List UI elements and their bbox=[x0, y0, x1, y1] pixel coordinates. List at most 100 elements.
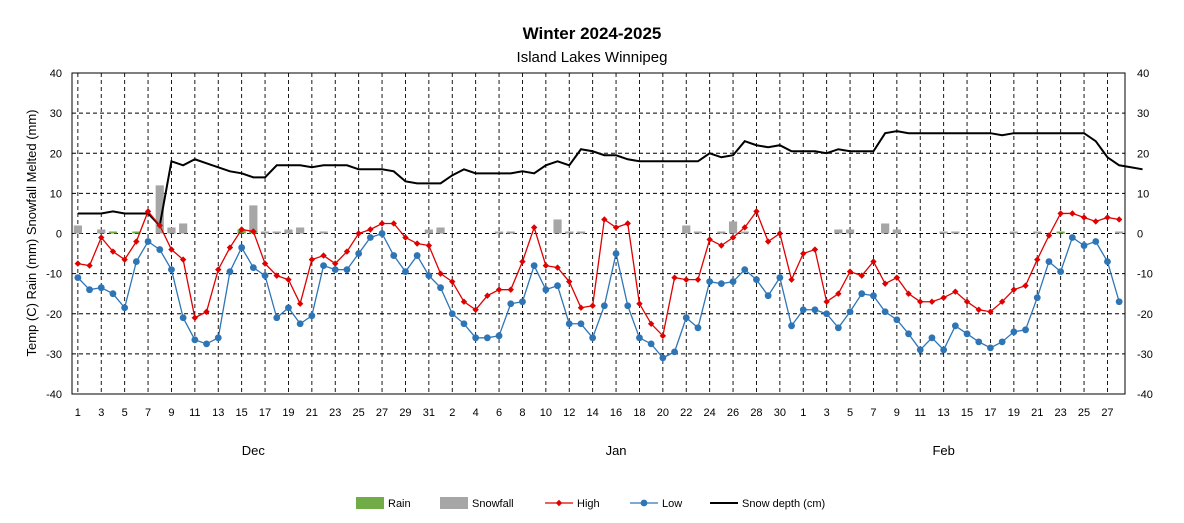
high-point bbox=[566, 278, 573, 285]
x-tick-label: 20 bbox=[657, 407, 669, 419]
high-point bbox=[624, 220, 631, 227]
low-point bbox=[226, 268, 234, 276]
low-point bbox=[717, 280, 725, 288]
legend-snow-depth-cm-label: Snow depth (cm) bbox=[742, 498, 825, 510]
high-point bbox=[893, 274, 901, 281]
low-point bbox=[132, 258, 140, 265]
high-point bbox=[577, 304, 585, 311]
y-tick-label-left: -40 bbox=[46, 389, 62, 401]
high-point bbox=[390, 220, 397, 227]
low-point bbox=[1033, 294, 1041, 302]
x-tick-label: 21 bbox=[306, 407, 318, 419]
low-point bbox=[261, 272, 269, 280]
x-tick-label: 27 bbox=[376, 407, 388, 419]
high-point bbox=[741, 224, 748, 231]
high-point bbox=[917, 298, 924, 305]
high-point bbox=[963, 298, 971, 305]
high-point bbox=[168, 246, 175, 253]
low-point bbox=[507, 300, 515, 308]
high-point bbox=[203, 308, 210, 315]
low-point bbox=[577, 320, 585, 328]
low-point bbox=[413, 252, 421, 259]
x-tick-label: 10 bbox=[540, 407, 552, 419]
low-point bbox=[86, 286, 93, 294]
low-point bbox=[1080, 242, 1088, 249]
low-point bbox=[1045, 258, 1053, 265]
high-point bbox=[413, 240, 421, 247]
snowfall-bar bbox=[319, 231, 328, 234]
low-point bbox=[355, 250, 363, 257]
high-point bbox=[425, 242, 433, 249]
legend-snowfall-swatch bbox=[440, 497, 468, 509]
high-point bbox=[589, 302, 596, 309]
month-label: Feb bbox=[932, 443, 954, 458]
high-point bbox=[250, 228, 257, 235]
high-point bbox=[355, 230, 362, 237]
high-point bbox=[694, 276, 702, 283]
high-point bbox=[378, 220, 386, 227]
low-point bbox=[296, 320, 304, 328]
low-point bbox=[928, 334, 936, 342]
high-point bbox=[86, 262, 93, 269]
high-point bbox=[671, 274, 678, 281]
low-point bbox=[554, 282, 561, 290]
high-point bbox=[472, 306, 479, 313]
x-tick-label: 11 bbox=[915, 407, 926, 419]
snowfall-bar bbox=[424, 229, 433, 234]
x-tick-label: 22 bbox=[680, 407, 692, 419]
high-point bbox=[636, 300, 643, 307]
snowfall-bar bbox=[1033, 231, 1042, 234]
low-point bbox=[1010, 328, 1018, 336]
x-tick-label: 28 bbox=[750, 407, 762, 419]
x-tick-label: 13 bbox=[212, 407, 224, 419]
low-point bbox=[741, 266, 749, 274]
high-point bbox=[484, 292, 491, 299]
high-point bbox=[226, 244, 234, 251]
snowfall-bar bbox=[179, 223, 188, 234]
high-point bbox=[729, 234, 737, 241]
low-point bbox=[951, 322, 959, 330]
y-tick-label-left: -10 bbox=[46, 269, 62, 281]
high-point bbox=[437, 270, 444, 277]
x-tick-label: 24 bbox=[704, 407, 716, 419]
snowfall-bar bbox=[73, 225, 82, 234]
high-point bbox=[98, 234, 105, 241]
low-point bbox=[331, 266, 339, 274]
low-point bbox=[706, 278, 714, 286]
snowfall-bar bbox=[494, 231, 504, 234]
legend-low-swatch-marker bbox=[640, 499, 648, 507]
low-point bbox=[612, 250, 620, 257]
y-tick-label-right: 20 bbox=[1137, 148, 1149, 160]
high-point bbox=[846, 268, 854, 275]
y-tick-label-left: 10 bbox=[50, 188, 62, 200]
snowfall-bar bbox=[553, 219, 562, 234]
high-point bbox=[952, 288, 959, 295]
low-point bbox=[647, 340, 655, 348]
low-point bbox=[881, 308, 889, 316]
high-point bbox=[1115, 216, 1123, 223]
x-tick-label: 7 bbox=[145, 407, 151, 419]
snowfall-bar bbox=[296, 227, 305, 234]
x-tick-label: 9 bbox=[894, 407, 900, 419]
low-point bbox=[659, 354, 667, 362]
snowfall-bar bbox=[881, 223, 890, 234]
low-point bbox=[390, 252, 398, 259]
low-point bbox=[987, 344, 994, 352]
legend-snowfall-label: Snowfall bbox=[472, 498, 514, 510]
chart-title: Winter 2024-2025 bbox=[523, 24, 662, 43]
low-point bbox=[530, 262, 538, 269]
low-point bbox=[905, 330, 912, 338]
snowfall-bar bbox=[728, 221, 738, 234]
high-point bbox=[530, 224, 538, 231]
low-point bbox=[320, 262, 327, 269]
low-point bbox=[694, 324, 702, 332]
low-point bbox=[425, 272, 433, 280]
low-point bbox=[753, 276, 760, 284]
low-point bbox=[1092, 238, 1100, 245]
rain-bar bbox=[1056, 231, 1065, 234]
low-point bbox=[624, 302, 632, 310]
high-point bbox=[1069, 210, 1076, 217]
low-point bbox=[1057, 268, 1065, 276]
snowfall-bar bbox=[693, 231, 703, 234]
